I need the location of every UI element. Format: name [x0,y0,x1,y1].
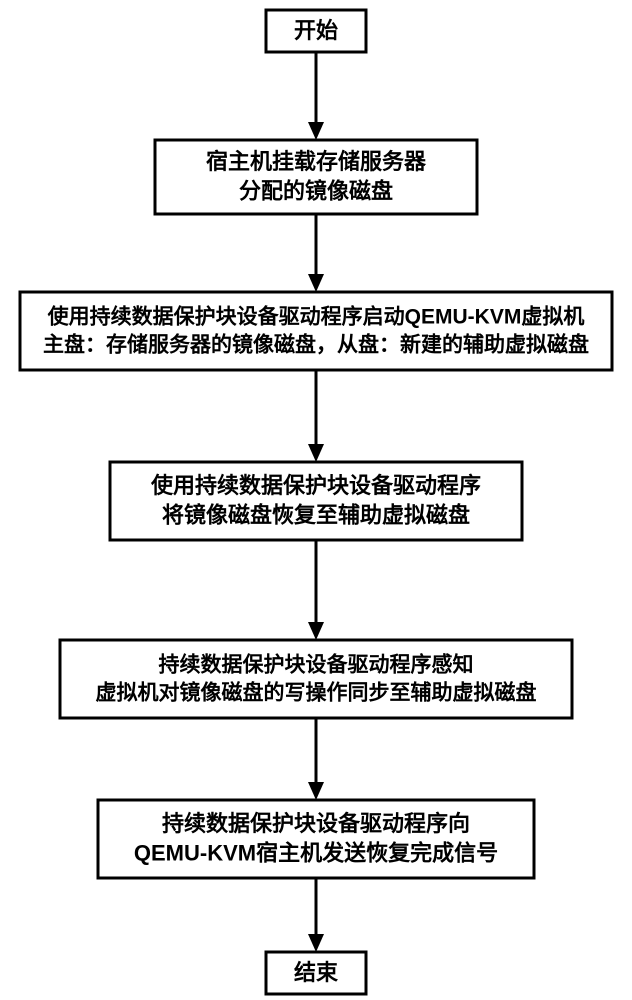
flow-node: 使用持续数据保护块设备驱动程序启动QEMU-KVM虚拟机主盘：存储服务器的镜像磁… [20,292,612,370]
flow-node: 持续数据保护块设备驱动程序感知虚拟机对镜像磁盘的写操作同步至辅助虚拟磁盘 [60,640,572,718]
flow-node-label: 分配的镜像磁盘 [239,179,393,204]
arrow-head-icon [308,934,324,952]
flow-node: 开始 [266,10,366,52]
arrow-head-icon [308,782,324,800]
flow-node: 使用持续数据保护块设备驱动程序将镜像磁盘恢复至辅助虚拟磁盘 [110,462,522,540]
arrow-head-icon [308,622,324,640]
flow-node-label: 使用持续数据保护块设备驱动程序启动QEMU-KVM虚拟机 [47,304,585,328]
arrow-head-icon [308,444,324,462]
flow-node-box [60,640,572,718]
flow-node-label: 结束 [294,960,339,985]
flow-node-label: 虚拟机对镜像磁盘的写操作同步至辅助虚拟磁盘 [96,681,537,705]
flow-node-label: QEMU-KVM宿主机发送恢复完成信号 [134,841,498,866]
arrow-head-icon [308,122,324,140]
flow-node: 结束 [266,952,366,994]
flow-node-label: 宿主机挂载存储服务器 [206,149,427,174]
flowchart-canvas: 开始宿主机挂载存储服务器分配的镜像磁盘使用持续数据保护块设备驱动程序启动QEMU… [0,0,632,1000]
flow-node-label: 持续数据保护块设备驱动程序感知 [159,652,474,676]
flow-node-label: 使用持续数据保护块设备驱动程序 [150,473,481,498]
flow-node-label: 持续数据保护块设备驱动程序向 [162,811,470,836]
flow-node: 宿主机挂载存储服务器分配的镜像磁盘 [155,140,477,214]
flow-node-label: 将镜像磁盘恢复至辅助虚拟磁盘 [162,503,470,528]
flow-node-label: 开始 [294,18,338,43]
flow-node: 持续数据保护块设备驱动程序向 QEMU-KVM宿主机发送恢复完成信号 [98,800,534,878]
flow-node-box [20,292,612,370]
arrow-head-icon [308,274,324,292]
flow-node-label: 主盘：存储服务器的镜像磁盘，从盘：新建的辅助虚拟磁盘 [43,333,589,357]
